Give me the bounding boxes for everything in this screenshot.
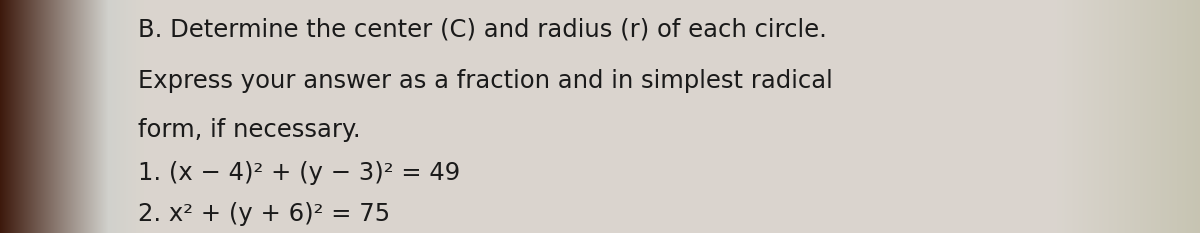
Text: form, if necessary.: form, if necessary.: [138, 118, 361, 142]
Text: Express your answer as a fraction and in simplest radical: Express your answer as a fraction and in…: [138, 69, 833, 93]
Text: B. Determine the center (C) and radius (r) of each circle.: B. Determine the center (C) and radius (…: [138, 18, 827, 42]
Text: 2. x² + (y + 6)² = 75: 2. x² + (y + 6)² = 75: [138, 202, 390, 226]
Text: 1. (x − 4)² + (y − 3)² = 49: 1. (x − 4)² + (y − 3)² = 49: [138, 161, 461, 185]
